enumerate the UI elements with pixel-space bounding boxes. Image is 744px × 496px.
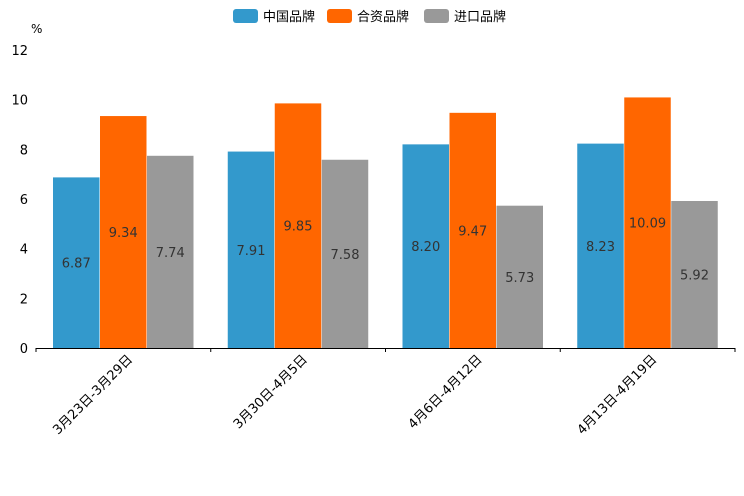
data-label: 8.20 — [411, 240, 440, 255]
y-axis: 0 2 4 6 8 10 12 — [11, 44, 28, 357]
data-label: 9.47 — [458, 224, 487, 239]
y-tick-label: 8 — [20, 143, 28, 158]
bar-2-4 — [624, 97, 671, 348]
legend-swatch-1 — [233, 9, 258, 23]
data-label: 9.85 — [284, 220, 313, 235]
y-tick-label: 4 — [20, 243, 28, 258]
bar-1-1 — [53, 177, 100, 348]
bar-2-1 — [100, 116, 147, 348]
x-tick-label: 4月6日-4月12日 — [406, 352, 486, 432]
x-tick-label: 4月13日-4月19日 — [575, 352, 661, 438]
legend-swatch-2 — [327, 9, 352, 23]
data-label: 10.09 — [629, 217, 666, 232]
data-label: 6.87 — [62, 257, 91, 272]
bar-3-3 — [496, 205, 543, 348]
bar-3-1 — [147, 155, 194, 348]
legend-label-2: 合资品牌 — [357, 9, 409, 25]
bar-1-2 — [227, 151, 275, 348]
bar-3-4 — [671, 200, 718, 348]
data-label: 5.73 — [505, 271, 534, 286]
bar-2-3 — [449, 112, 496, 348]
bar-1-3 — [402, 144, 449, 348]
legend-label-1: 中国品牌 — [263, 9, 315, 25]
data-labels: 6.87 9.34 7.74 7.91 9.85 7.58 8.20 9.47 5.73 8.23… — [62, 217, 709, 286]
legend-label-3: 进口品牌 — [454, 9, 506, 25]
y-tick-label: 10 — [11, 94, 28, 109]
y-tick-label: 12 — [11, 44, 28, 59]
x-tick-label: 3月30日-4月5日 — [231, 352, 311, 432]
data-label: 5.92 — [680, 268, 709, 283]
data-label: 8.23 — [586, 240, 615, 255]
x-axis: 3月23日-3月29日 3月30日-4月5日 4月6日-4月12日 4月13日-4月1… — [35, 348, 736, 438]
bar-2-2 — [274, 103, 322, 349]
y-axis-unit-label: % — [31, 22, 42, 36]
y-tick-label: 0 — [20, 342, 28, 357]
data-label: 7.74 — [156, 246, 185, 261]
data-label: 7.91 — [237, 244, 266, 259]
bars — [53, 97, 718, 349]
x-tick-label: 3月23日-3月29日 — [50, 352, 136, 438]
data-label: 7.58 — [331, 248, 360, 263]
legend-swatch-3 — [424, 9, 449, 23]
y-tick-label: 6 — [20, 193, 28, 208]
bar-3-2 — [321, 159, 369, 348]
bar-1-4 — [577, 143, 624, 348]
data-label: 9.34 — [109, 226, 138, 241]
y-tick-label: 2 — [20, 292, 28, 307]
legend: 中国品牌 合资品牌 进口品牌 — [233, 9, 506, 25]
